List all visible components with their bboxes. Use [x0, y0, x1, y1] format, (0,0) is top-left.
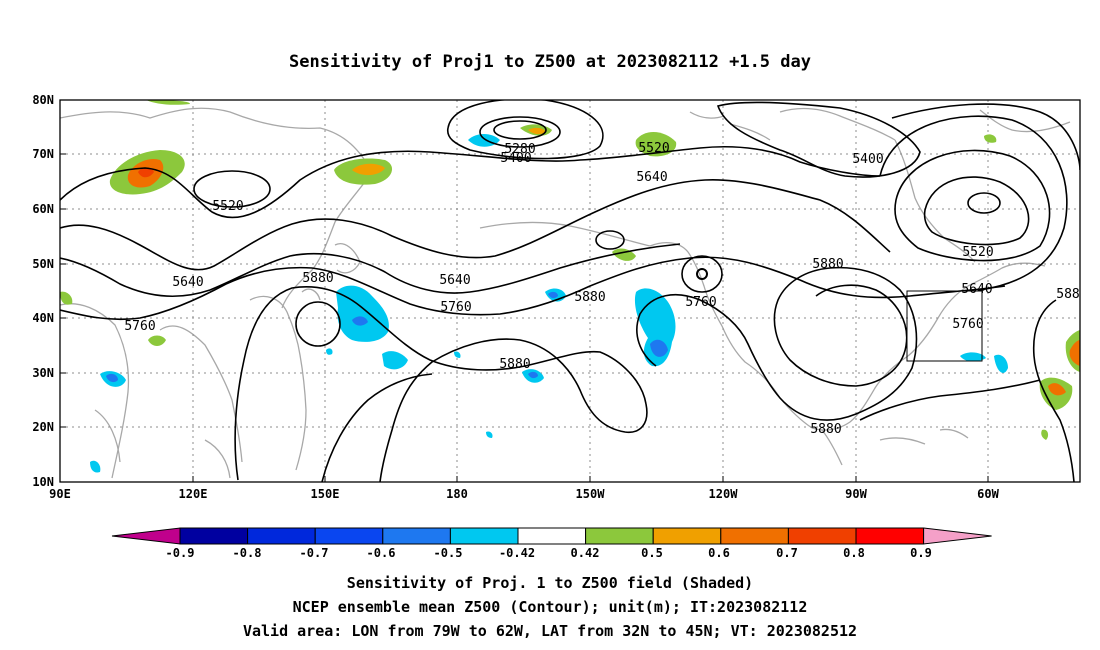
colorbar-swatch: [585, 527, 654, 545]
captions: Sensitivity of Proj. 1 to Z500 field (Sh…: [243, 574, 857, 640]
colorbar-swatch: [652, 527, 722, 545]
lat-label: 30N: [32, 366, 54, 380]
contour-label: 5520: [212, 199, 243, 214]
colorbar-labels: -0.9 -0.8 -0.7 -0.6 -0.5 -0.42 0.42 0.5 …: [166, 546, 932, 560]
coastlines: [60, 107, 1071, 479]
lon-label: 120E: [179, 487, 208, 501]
z500-contours: [60, 100, 1080, 482]
colorbar-label: 0.6: [708, 546, 730, 560]
colorbar-label: -0.42: [499, 546, 535, 560]
contour-label: 5280: [504, 142, 535, 157]
lon-label: 180: [446, 487, 468, 501]
colorbar-swatches: [111, 527, 992, 545]
contour-label: 5880: [574, 290, 605, 305]
contour-label: 5760: [685, 295, 716, 310]
lon-label: 150W: [576, 487, 606, 501]
colorbar-swatch: [720, 527, 789, 545]
caption-shading: Sensitivity of Proj. 1 to Z500 field (Sh…: [347, 574, 753, 592]
sensitivity-shading: [60, 100, 1080, 473]
colorbar-swatch: [449, 527, 519, 545]
colorbar-label: 0.9: [910, 546, 932, 560]
lon-label: 90E: [49, 487, 71, 501]
contour-label: 5640: [439, 273, 470, 288]
tick-marks: [59, 99, 989, 483]
contour-label: 5520: [962, 245, 993, 260]
contour-label: 5400: [500, 151, 531, 166]
contour-label: 5400: [852, 152, 883, 167]
contour-label: 5760: [124, 319, 155, 334]
contour-label: 5760: [952, 317, 983, 332]
lat-label: 50N: [32, 257, 54, 271]
lat-label: 40N: [32, 311, 54, 325]
chart-title: Sensitivity of Proj1 to Z500 at 20230821…: [289, 52, 811, 72]
colorbar-swatch: [111, 527, 181, 545]
contour-label: 5880: [302, 271, 333, 286]
colorbar-swatch: [247, 527, 316, 545]
contour-label: 5760: [440, 300, 471, 315]
colorbar-label: -0.9: [166, 546, 195, 560]
colorbar-swatch: [517, 527, 587, 545]
colorbar-label: -0.6: [367, 546, 396, 560]
contour-label: 5520: [638, 141, 669, 156]
contour-label: 5640: [636, 170, 667, 185]
colorbar: -0.9 -0.8 -0.7 -0.6 -0.5 -0.42 0.42 0.5 …: [111, 527, 992, 560]
lat-labels: 10N 20N 30N 40N 50N 60N 70N 80N: [32, 93, 54, 489]
contour-label: 5640: [172, 275, 203, 290]
valid-area-box: [906, 290, 983, 362]
lat-label: 10N: [32, 475, 54, 489]
lon-label: 120W: [709, 487, 739, 501]
contour-label: 5640: [961, 282, 992, 297]
colorbar-swatch: [382, 527, 451, 545]
caption-valid-area: Valid area: LON from 79W to 62W, LAT fro…: [243, 622, 857, 640]
colorbar-swatch: [179, 527, 249, 545]
lat-label: 20N: [32, 420, 54, 434]
contour-label-group: 5280 5400 5520 5400 5640 5520 5640 5640 …: [124, 141, 1079, 437]
lat-label: 80N: [32, 93, 54, 107]
colorbar-label: -0.7: [300, 546, 329, 560]
lon-label: 90W: [845, 487, 867, 501]
map-frame: [59, 99, 1081, 483]
caption-contour: NCEP ensemble mean Z500 (Contour); unit(…: [293, 598, 808, 616]
colorbar-swatch: [314, 527, 384, 545]
colorbar-swatch: [923, 527, 992, 545]
map-panel: 5280 5400 5520 5400 5640 5520 5640 5640 …: [60, 100, 1080, 482]
colorbar-label: 0.42: [571, 546, 600, 560]
lon-label: 60W: [977, 487, 999, 501]
colorbar-label: -0.8: [233, 546, 262, 560]
colorbar-swatch: [855, 527, 925, 545]
colorbar-swatch: [787, 527, 857, 545]
colorbar-label: 0.7: [776, 546, 798, 560]
lon-labels: 90E 120E 150E 180 150W 120W 90W 60W: [49, 487, 999, 501]
colorbar-label: -0.5: [434, 546, 463, 560]
lon-label: 150E: [311, 487, 340, 501]
contour-label: 5880: [812, 257, 843, 272]
lat-label: 60N: [32, 202, 54, 216]
contour-label: 5880: [810, 422, 841, 437]
lat-label: 70N: [32, 147, 54, 161]
contour-label: 588: [1056, 287, 1079, 302]
colorbar-label: 0.8: [843, 546, 865, 560]
contour-label: 5880: [499, 357, 530, 372]
colorbar-label: 0.5: [641, 546, 663, 560]
